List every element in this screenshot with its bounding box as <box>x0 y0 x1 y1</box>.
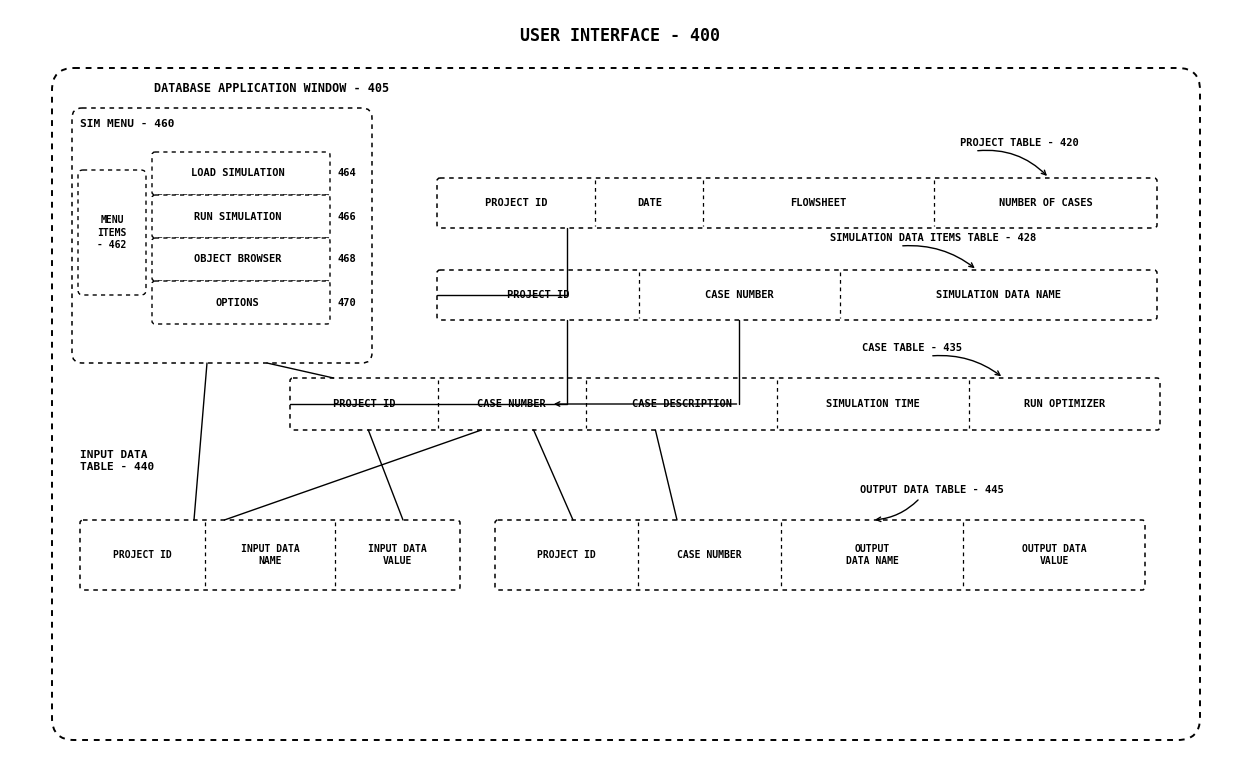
Text: PROJECT ID: PROJECT ID <box>537 550 596 560</box>
Text: 468: 468 <box>339 255 357 265</box>
FancyBboxPatch shape <box>52 68 1200 740</box>
FancyBboxPatch shape <box>290 378 1159 430</box>
FancyBboxPatch shape <box>153 238 330 281</box>
Text: NUMBER OF CASES: NUMBER OF CASES <box>998 198 1092 208</box>
Text: PROJECT ID: PROJECT ID <box>332 399 396 409</box>
Text: LOAD SIMULATION: LOAD SIMULATION <box>191 168 284 178</box>
Text: 466: 466 <box>339 212 357 222</box>
FancyBboxPatch shape <box>436 270 1157 320</box>
Text: DATE: DATE <box>637 198 662 208</box>
Text: PROJECT TABLE - 420: PROJECT TABLE - 420 <box>960 138 1079 148</box>
Text: OBJECT BROWSER: OBJECT BROWSER <box>193 255 281 265</box>
Text: PROJECT ID: PROJECT ID <box>507 290 569 300</box>
Text: SIMULATION DATA ITEMS TABLE - 428: SIMULATION DATA ITEMS TABLE - 428 <box>830 233 1037 243</box>
Text: OUTPUT DATA TABLE - 445: OUTPUT DATA TABLE - 445 <box>861 485 1003 495</box>
Text: OUTPUT
DATA NAME: OUTPUT DATA NAME <box>846 544 899 566</box>
FancyBboxPatch shape <box>81 520 460 590</box>
FancyBboxPatch shape <box>153 281 330 324</box>
Text: CASE NUMBER: CASE NUMBER <box>677 550 742 560</box>
Text: DATABASE APPLICATION WINDOW - 405: DATABASE APPLICATION WINDOW - 405 <box>155 82 389 94</box>
Text: CASE NUMBER: CASE NUMBER <box>706 290 774 300</box>
Text: FLOWSHEET: FLOWSHEET <box>790 198 847 208</box>
Text: RUN OPTIMIZER: RUN OPTIMIZER <box>1024 399 1105 409</box>
FancyBboxPatch shape <box>78 170 146 295</box>
Text: INPUT DATA
NAME: INPUT DATA NAME <box>241 544 299 566</box>
Text: USER INTERFACE - 400: USER INTERFACE - 400 <box>520 27 720 45</box>
Text: SIM MENU - 460: SIM MENU - 460 <box>81 119 175 129</box>
Text: 464: 464 <box>339 168 357 178</box>
FancyBboxPatch shape <box>153 195 330 238</box>
Text: OUTPUT DATA
VALUE: OUTPUT DATA VALUE <box>1022 544 1086 566</box>
Text: CASE TABLE - 435: CASE TABLE - 435 <box>862 343 962 353</box>
Text: SIMULATION TIME: SIMULATION TIME <box>826 399 920 409</box>
Text: RUN SIMULATION: RUN SIMULATION <box>193 212 281 222</box>
Text: CASE DESCRIPTION: CASE DESCRIPTION <box>631 399 732 409</box>
Text: SIMULATION DATA NAME: SIMULATION DATA NAME <box>936 290 1061 300</box>
Text: INPUT DATA
TABLE - 440: INPUT DATA TABLE - 440 <box>81 450 154 472</box>
FancyBboxPatch shape <box>495 520 1145 590</box>
Text: PROJECT ID: PROJECT ID <box>113 550 172 560</box>
Text: INPUT DATA
VALUE: INPUT DATA VALUE <box>368 544 427 566</box>
Text: PROJECT ID: PROJECT ID <box>485 198 547 208</box>
Text: OPTIONS: OPTIONS <box>216 297 259 307</box>
Text: 470: 470 <box>339 297 357 307</box>
Text: CASE NUMBER: CASE NUMBER <box>477 399 547 409</box>
FancyBboxPatch shape <box>153 152 330 195</box>
Text: MENU
ITEMS
- 462: MENU ITEMS - 462 <box>97 215 126 250</box>
FancyBboxPatch shape <box>72 108 372 363</box>
FancyBboxPatch shape <box>436 178 1157 228</box>
